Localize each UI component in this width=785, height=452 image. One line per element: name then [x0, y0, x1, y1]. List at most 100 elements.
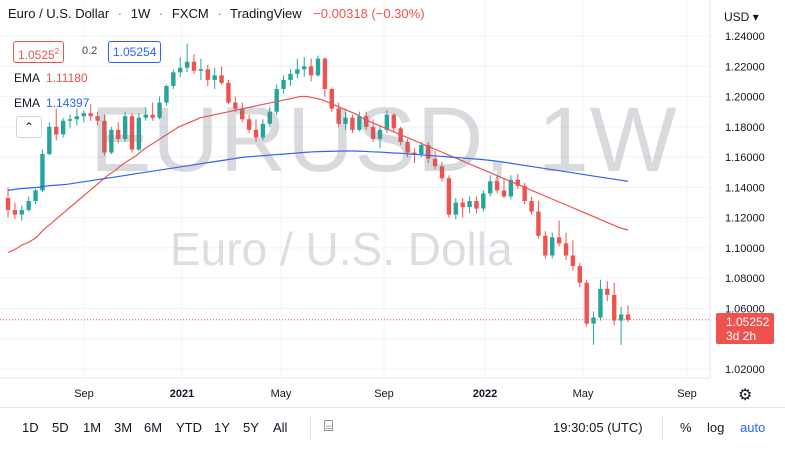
candle-body: [122, 116, 128, 139]
candle-body: [625, 314, 631, 320]
candle-body: [88, 113, 93, 117]
timeframe-5y[interactable]: 5Y: [243, 420, 259, 435]
candle-body: [267, 111, 272, 124]
candle-body: [212, 75, 217, 80]
candle-body: [377, 129, 383, 139]
candle-body: [81, 113, 86, 117]
candle-body: [288, 73, 293, 80]
candle-body: [5, 197, 11, 211]
timeframe-ytd[interactable]: YTD: [176, 420, 202, 435]
timeframe-3m[interactable]: 3M: [114, 420, 133, 435]
calendar-range-icon[interactable]: ⌸: [324, 418, 334, 435]
timeframe-1y[interactable]: 1Y: [214, 420, 230, 435]
y-tick-label: 1.10000: [725, 243, 765, 255]
candle-body: [556, 237, 562, 244]
utc-clock[interactable]: 19:30:05 (UTC): [553, 420, 643, 435]
last-price-value: 1.05252: [726, 315, 770, 329]
candle-body: [60, 120, 66, 135]
ema-legend-2[interactable]: EMA 1.14397: [14, 96, 89, 110]
timeframe-5d[interactable]: 5D: [52, 420, 69, 435]
candle-body: [109, 129, 114, 153]
candle-body: [550, 237, 555, 256]
chevron-up-icon[interactable]: ⌃: [16, 116, 42, 138]
auto-scale-toggle[interactable]: auto: [740, 420, 766, 435]
candle-body: [40, 154, 45, 191]
candle-body: [164, 85, 169, 103]
exchange-label: FXCM: [171, 6, 209, 21]
candle-body: [522, 185, 527, 201]
ask-price-box[interactable]: 1.05254: [108, 41, 162, 63]
candle-body: [357, 116, 362, 130]
source-label: TradingView: [230, 6, 302, 21]
chevron-down-icon: ▾: [752, 10, 759, 24]
candle-body: [529, 200, 534, 212]
candle-body: [515, 179, 520, 186]
ema-legend-1[interactable]: EMA 1.11180: [14, 71, 88, 85]
ema-value: 1.14397: [46, 96, 90, 110]
x-tick-label: Sep: [374, 388, 394, 400]
symbol-name[interactable]: Euro / U.S. Dollar: [8, 6, 110, 21]
y-tick-label: 1.14000: [725, 182, 765, 194]
watermark-name: Euro / U.S. Dolla: [170, 223, 513, 275]
candle-body: [467, 200, 472, 208]
toolbar-divider: [310, 416, 311, 440]
candle-body: [116, 129, 121, 139]
candle-body: [494, 181, 500, 191]
candle-body: [274, 88, 279, 112]
percent-toggle[interactable]: %: [680, 420, 692, 435]
bid-price-box[interactable]: 1.05252: [13, 41, 65, 63]
candle-body: [364, 116, 369, 127]
timeframe-1m[interactable]: 1M: [83, 420, 102, 435]
y-tick-label: 1.06000: [725, 303, 765, 315]
last-price-label: 1.05252 3d 2h: [716, 313, 774, 344]
candle-body: [591, 317, 596, 324]
currency-label: USD: [724, 10, 750, 24]
ema-label: EMA: [14, 96, 41, 110]
candle-body: [329, 88, 334, 109]
candle-body: [432, 158, 438, 167]
candle-body: [474, 200, 479, 209]
candle-body: [453, 202, 458, 215]
candle-body: [570, 255, 576, 267]
y-tick-label: 1.22000: [725, 61, 765, 73]
timeframe-1d[interactable]: 1D: [22, 420, 39, 435]
candle-body: [391, 114, 396, 129]
candle-body: [47, 126, 52, 155]
candle-body: [129, 116, 135, 150]
candle-body: [419, 144, 424, 155]
y-tick-label: 1.16000: [725, 152, 765, 164]
candle-body: [157, 102, 162, 118]
candle-body: [54, 126, 59, 135]
x-tick-label: 2021: [170, 388, 194, 400]
x-tick-label: May: [271, 388, 292, 400]
candle-body: [246, 119, 252, 130]
candle-body: [219, 75, 224, 83]
candle-body: [226, 82, 231, 103]
candle-body: [308, 66, 314, 76]
timeframe-all[interactable]: All: [273, 420, 288, 435]
candle-body: [178, 67, 183, 73]
candle-body: [295, 69, 300, 74]
log-toggle[interactable]: log: [707, 420, 725, 435]
bar-countdown: 3d 2h: [726, 329, 757, 343]
currency-selector[interactable]: USD ▾: [724, 10, 759, 24]
candle-body: [150, 114, 155, 118]
ema-label: EMA: [14, 71, 41, 85]
watermark-ticker: EURUSD, 1W: [90, 89, 678, 191]
interval-label[interactable]: 1W: [130, 6, 151, 21]
gear-icon[interactable]: ⚙: [738, 387, 753, 404]
candle-body: [384, 114, 390, 130]
y-tick-label: 1.24000: [725, 31, 765, 43]
timeframe-6m[interactable]: 6M: [144, 420, 163, 435]
candle-body: [426, 144, 431, 159]
candle-body: [233, 102, 238, 109]
candle-body: [26, 200, 31, 211]
candle-body: [488, 181, 493, 194]
y-tick-label: 1.02000: [725, 364, 765, 376]
ask-price: 1.05254: [113, 45, 157, 59]
candle-body: [95, 116, 100, 121]
candle-body: [33, 190, 38, 201]
candle-body: [322, 58, 328, 89]
y-tick-label: 1.12000: [725, 213, 765, 225]
